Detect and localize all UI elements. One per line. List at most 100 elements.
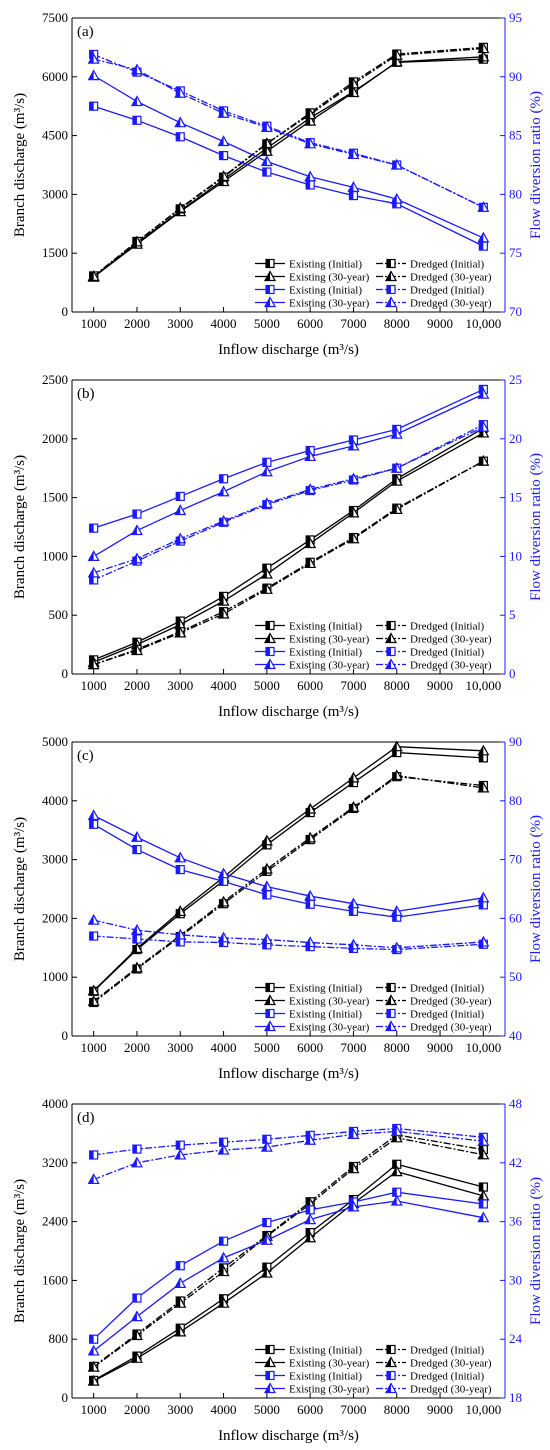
series-line: [93, 56, 484, 278]
x-tick-label: 5000: [254, 316, 280, 331]
y-tick-label: 3200: [42, 1155, 68, 1170]
series-line: [93, 426, 484, 574]
series-5: [89, 1187, 488, 1344]
series-4: [87, 769, 490, 1006]
series-2: [87, 50, 490, 282]
x-tick-label: 3000: [167, 1402, 193, 1417]
series-line: [93, 746, 484, 992]
x-tick-label: 7000: [340, 1402, 366, 1417]
series-2: [87, 426, 490, 667]
legend: Existing (Initial) Dredged (Initial) Exist…: [255, 621, 492, 672]
y2-tick-label: 80: [509, 793, 522, 808]
x-tick-label: 2000: [124, 678, 150, 693]
x-tick-label: 3000: [167, 316, 193, 331]
legend-label: Existing (30-year): [289, 996, 370, 1008]
y2-tick-label: 90: [509, 69, 522, 84]
x-tick-label: 5000: [254, 1402, 280, 1417]
legend-label: Existing (Initial): [289, 285, 362, 297]
y2-tick-label: 75: [509, 245, 522, 260]
legend-label: Existing (30-year): [289, 660, 370, 672]
y-tick-label: 3000: [42, 852, 68, 867]
legend-label: Dredged (30-year): [410, 996, 492, 1008]
legend-label: Existing (Initial): [289, 647, 362, 659]
x-axis-label: Inflow discharge (m³/s): [218, 1066, 359, 1082]
series-line: [93, 774, 484, 1002]
series-line: [93, 75, 484, 239]
x-tick-label: 9000: [427, 316, 453, 331]
series-7: [89, 1123, 488, 1160]
y-tick-label: 1500: [42, 245, 68, 260]
legend-label: Existing (Initial): [289, 621, 362, 633]
y-tick-label: 0: [62, 304, 69, 319]
series-line: [93, 47, 484, 277]
y2-tick-label: 60: [509, 910, 522, 925]
legend-label: Existing (Initial): [289, 259, 362, 271]
legend-label: Dredged (Initial): [410, 647, 485, 659]
legend-label: Dredged (30-year): [410, 1358, 492, 1370]
x-tick-label: 8000: [384, 678, 410, 693]
legend-label: Existing (30-year): [289, 298, 370, 310]
x-tick-label: 10,000: [465, 678, 501, 693]
series-line: [93, 105, 484, 247]
x-tick-label: 8000: [384, 1402, 410, 1417]
y-tick-label: 0: [62, 1390, 69, 1405]
x-tick-label: 6000: [297, 1402, 323, 1417]
y2-tick-label: 70: [509, 304, 522, 319]
chart-panel-1: 1000 2000 3000 4000 5000 6000 7000 8000 9000 10,0…: [12, 10, 544, 358]
legend-label: Dredged (Initial): [410, 1009, 485, 1021]
series-line: [93, 46, 484, 277]
y-tick-label: 1000: [42, 969, 68, 984]
y2-axis-label: Flow diversion ratio (%): [528, 453, 544, 601]
x-tick-label: 1000: [81, 678, 107, 693]
y2-tick-label: 90: [509, 734, 522, 749]
y-tick-label: 2000: [42, 431, 68, 446]
y-tick-label: 800: [49, 1331, 69, 1346]
series-6: [87, 387, 490, 562]
x-tick-label: 4000: [211, 1040, 237, 1055]
y-tick-label: 4500: [42, 128, 68, 143]
legend-label: Dredged (Initial): [410, 1345, 485, 1357]
panel-label: (c): [77, 748, 94, 764]
panel-label: (b): [77, 386, 95, 402]
y2-tick-label: 5: [509, 607, 516, 622]
y2-tick-label: 10: [509, 548, 522, 563]
y-tick-label: 0: [62, 1028, 69, 1043]
x-axis-label: Inflow discharge (m³/s): [218, 704, 359, 720]
x-tick-label: 1000: [81, 1040, 107, 1055]
series-3: [89, 42, 488, 281]
series-line: [93, 751, 484, 992]
y2-tick-label: 18: [509, 1390, 522, 1405]
series-8: [87, 52, 490, 212]
x-tick-label: 9000: [427, 1040, 453, 1055]
series-4: [87, 1131, 490, 1372]
chart-panel-4: 1000 2000 3000 4000 5000 6000 7000 8000 9000 10,0…: [12, 1096, 544, 1444]
y2-tick-label: 0: [509, 666, 516, 681]
x-tick-label: 9000: [427, 678, 453, 693]
series-line: [93, 814, 484, 913]
series-line: [93, 393, 484, 557]
legend-label: Existing (Initial): [289, 1345, 362, 1357]
legend-label: Existing (30-year): [289, 1022, 370, 1034]
y-tick-label: 3000: [42, 186, 68, 201]
y2-tick-label: 80: [509, 186, 522, 201]
series-line: [93, 919, 484, 949]
y-axis-label: Branch discharge (m³/s): [12, 93, 28, 237]
series-7: [89, 931, 488, 955]
x-tick-label: 8000: [384, 1040, 410, 1055]
legend-label: Dredged (30-year): [410, 272, 492, 284]
x-tick-label: 7000: [340, 678, 366, 693]
legend-label: Dredged (30-year): [410, 1022, 492, 1034]
x-tick-label: 6000: [297, 678, 323, 693]
legend-label: Existing (Initial): [289, 1371, 362, 1383]
legend: Existing (Initial) Dredged (Initial) Exist…: [255, 259, 492, 310]
y2-tick-label: 24: [509, 1331, 523, 1346]
y2-tick-label: 42: [509, 1155, 522, 1170]
x-tick-label: 7000: [340, 316, 366, 331]
x-tick-label: 5000: [254, 678, 280, 693]
x-tick-label: 5000: [254, 1040, 280, 1055]
x-tick-label: 4000: [211, 678, 237, 693]
x-tick-label: 4000: [211, 316, 237, 331]
series-8: [87, 1125, 490, 1185]
x-tick-label: 2000: [124, 1040, 150, 1055]
series-line: [93, 424, 484, 581]
